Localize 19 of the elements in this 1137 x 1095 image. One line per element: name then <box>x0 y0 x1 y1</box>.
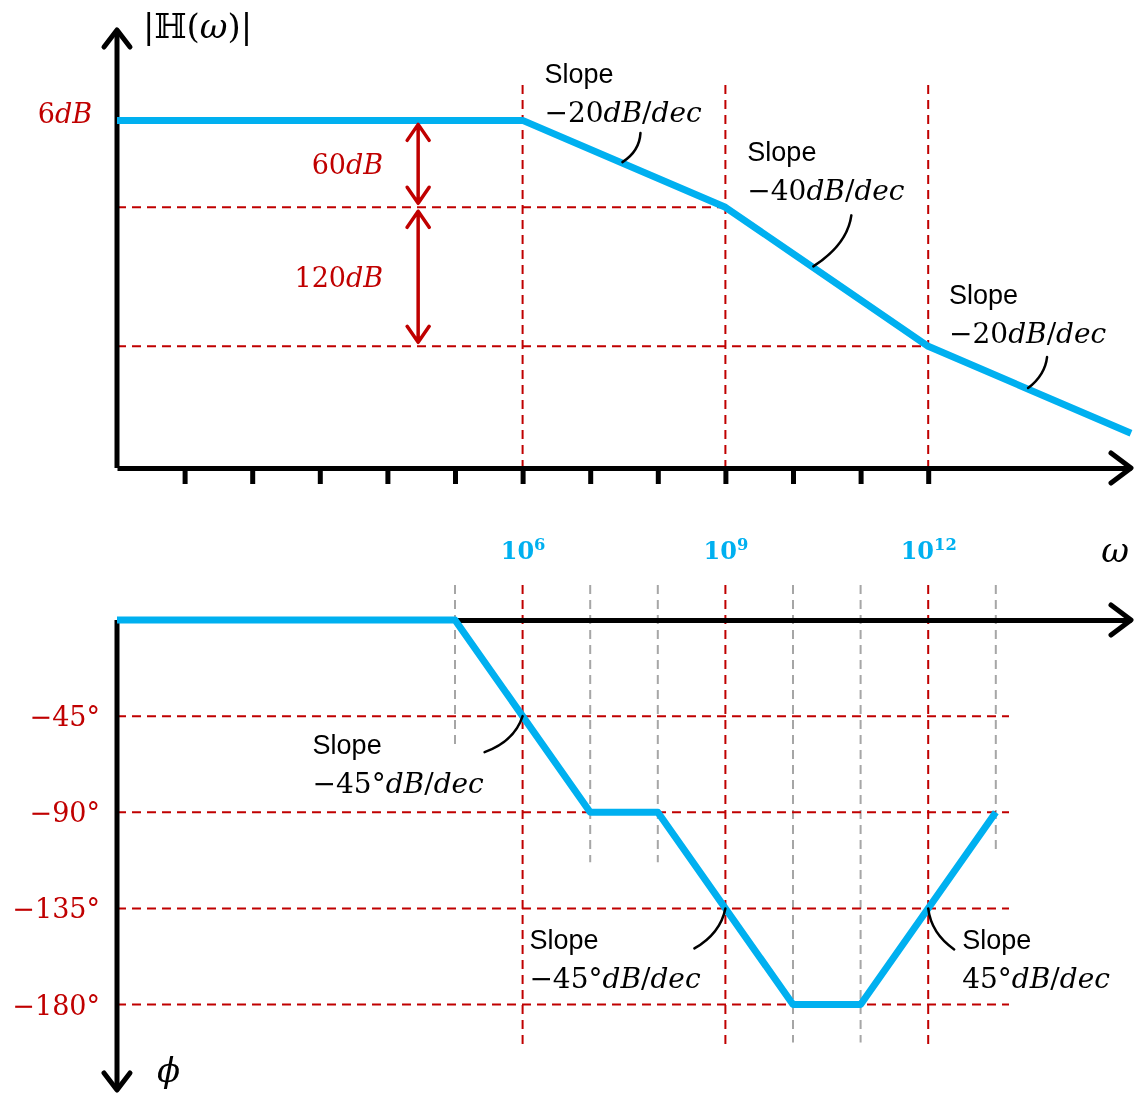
y-tick-label: −90° <box>29 796 100 828</box>
y-tick-label: −135° <box>12 892 100 924</box>
annotation: Slope −20dB/dec <box>544 59 702 130</box>
annotation: Slope −45°dB/dec <box>529 925 701 996</box>
annotation: 60dB <box>311 148 384 180</box>
x-axis-title: ω <box>1101 530 1129 570</box>
x-tick-label: 10$^{12}$ <box>900 534 957 565</box>
x-tick-label: 10$^{9}$ <box>703 534 749 565</box>
y-tick-label: −180° <box>12 989 100 1021</box>
annotation: 120dB <box>294 261 384 293</box>
y-tick-label: −45° <box>29 700 100 732</box>
annotation: Slope −45°dB/dec <box>312 730 485 801</box>
y-axis-title: |ℍ(ω)| <box>143 6 253 46</box>
annotation: Slope 45°dB/dec <box>962 925 1111 996</box>
x-tick-label: 10$^{6}$ <box>500 534 546 565</box>
y-axis-title: ϕ <box>157 1050 181 1090</box>
annotation: Slope −20dB/dec <box>949 280 1107 351</box>
annotation: 6dB <box>37 98 92 130</box>
annotation: Slope −40dB/dec <box>747 137 905 208</box>
